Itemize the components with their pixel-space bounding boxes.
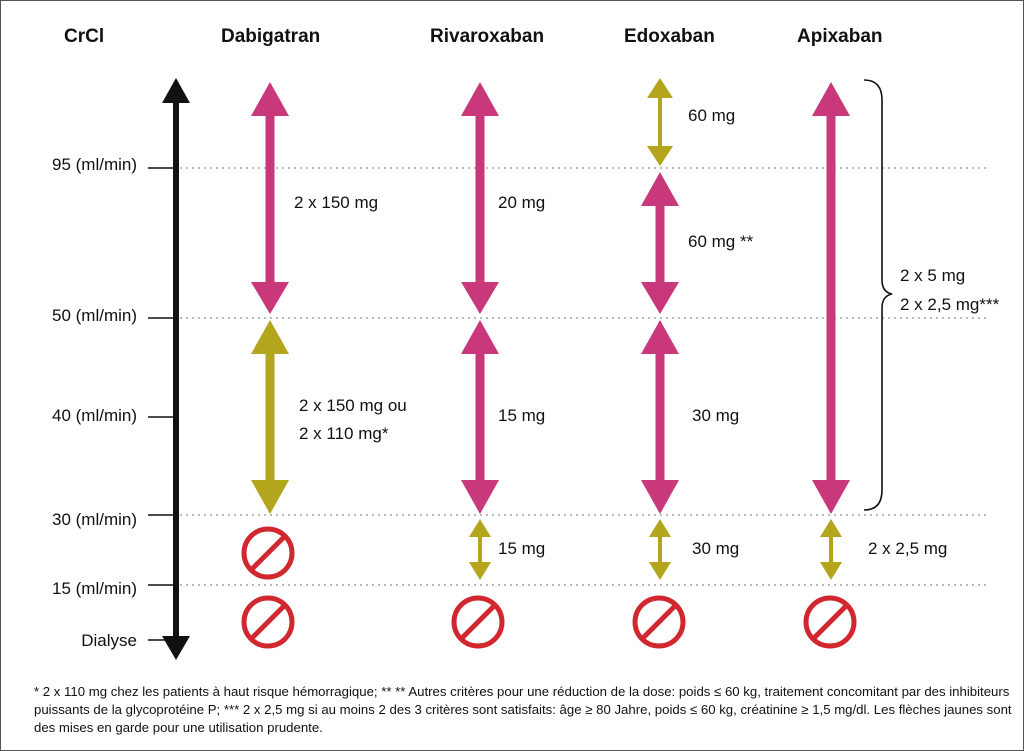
double-arrow-icon [461,320,499,514]
edoxaban-dose-low: 30 mg [692,539,740,558]
prohibited-icon [803,595,857,649]
double-arrow-icon [461,82,499,314]
double-arrow-icon [812,82,850,514]
double-arrow-icon [251,82,289,314]
apixaban-dose-low: 2 x 2,5 mg [868,539,948,558]
dabigatran-dose-mid-line1: 2 x 150 mg ou [299,396,407,415]
double-arrow-icon [647,78,673,166]
axis-label-50: 50 (ml/min) [51,306,137,325]
edoxaban-dose-mid: 30 mg [692,406,740,425]
axis-label-40: 40 (ml/min) [51,406,137,425]
arrow-down-icon [162,636,190,660]
gridlines [180,167,990,586]
brace-icon [863,79,893,511]
arrow-up-icon [162,78,190,103]
edoxaban-dose-top: 60 mg [688,106,736,125]
dabigatran-dose-high: 2 x 150 mg [294,193,379,212]
dose-arrows [251,78,850,580]
apixaban-dose-line1: 2 x 5 mg [900,266,966,285]
double-arrow-icon [820,519,842,580]
header-dabigatran: Dabigatran [221,26,321,47]
crcl-axis [148,78,190,660]
footnote: * 2 x 110 mg chez les patients à haut ri… [34,684,1012,735]
rivaroxaban-dose-mid: 15 mg [498,406,546,425]
header-rivaroxaban: Rivaroxaban [430,26,545,47]
axis-label-30: 30 (ml/min) [51,510,137,529]
axis-label-15: 15 (ml/min) [51,579,137,598]
prohibited-icon [241,526,295,580]
apixaban-dose-line2: 2 x 2,5 mg*** [900,295,1000,314]
dabigatran-dose-mid-line2: 2 x 110 mg* [299,424,389,443]
header-apixaban: Apixaban [797,26,883,47]
prohibited-icon [632,595,686,649]
header-crcl: CrCl [64,26,105,47]
prohibited-icon [241,595,295,649]
double-arrow-icon [641,172,679,314]
double-arrow-icon [251,320,289,514]
rivaroxaban-dose-low: 15 mg [498,539,546,558]
axis-label-95: 95 (ml/min) [51,155,137,174]
prohibited-icon [451,595,505,649]
header-edoxaban: Edoxaban [624,26,715,47]
double-arrow-icon [649,519,671,580]
double-arrow-icon [469,519,491,580]
axis-label-dialyse: Dialyse [81,631,137,650]
double-arrow-icon [641,320,679,514]
prohibited-signs [241,526,857,649]
rivaroxaban-dose-high: 20 mg [498,193,546,212]
edoxaban-dose-high: 60 mg ** [688,232,754,251]
